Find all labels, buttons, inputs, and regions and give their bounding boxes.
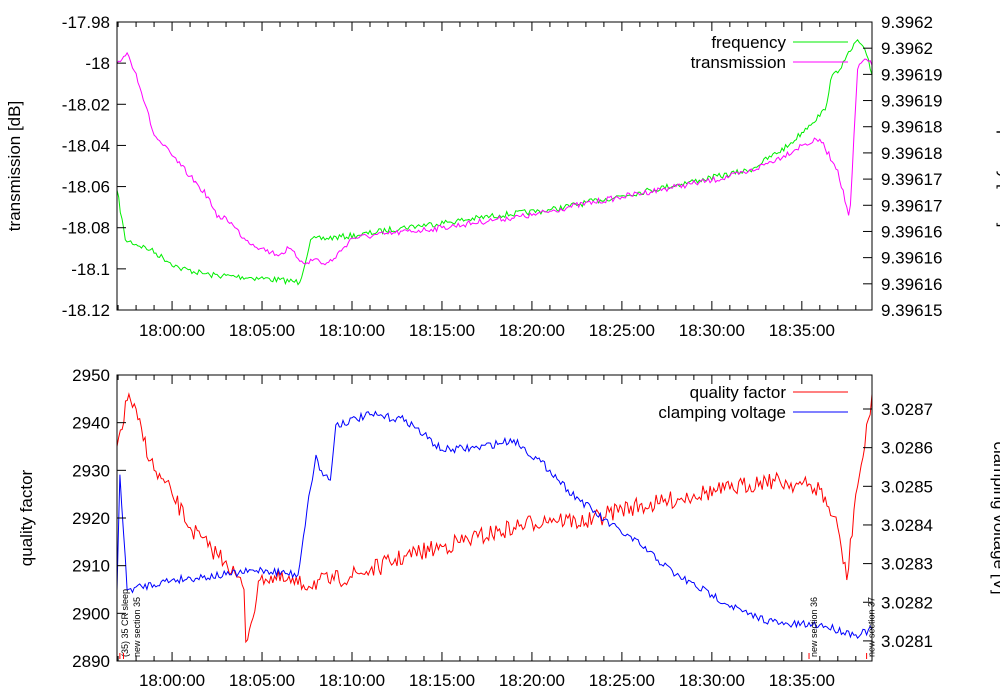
y-tick-label: -18.06 [62,178,110,197]
y2-tick-label: 9.3962 [881,13,933,32]
y2-tick-label: 9.3962 [881,39,933,58]
y2-tick-label: 3.0283 [881,555,933,574]
annotation-label: new section 36 [809,597,819,657]
y-tick-label: -18.04 [62,136,110,155]
x-tick-label: 18:35:00 [769,321,835,340]
y2-tick-label: 9.39617 [881,170,942,189]
y-tick-label: -18 [85,54,110,73]
y-tick-label: 2900 [72,604,110,623]
series-line-quality-factor [116,392,873,644]
y2-tick-label: 9.39615 [881,301,942,320]
plot-frame [116,21,873,311]
series-line-transmission [116,51,873,266]
y-tick-label: 2940 [72,414,110,433]
y-tick-label: 2920 [72,509,110,528]
x-tick-label: 18:25:00 [589,321,655,340]
x-tick-label: 18:10:00 [319,671,385,690]
legend-label: frequency [711,33,786,52]
x-tick-label: 18:25:00 [589,671,655,690]
series-line-clamping-voltage [116,410,873,639]
y2-tick-label: 3.0285 [881,477,933,496]
y2-tick-label: 9.39619 [881,92,942,111]
y-tick-label: -18.08 [62,219,110,238]
legend-label: clamping voltage [658,403,786,422]
y2-tick-label: 3.0287 [881,400,933,419]
y-axis-label: transmission [dB] [5,101,24,231]
y2-tick-label: 9.39618 [881,118,942,137]
y-tick-label: 2930 [72,461,110,480]
x-tick-label: 18:15:00 [409,671,475,690]
y2-tick-label: 3.0284 [881,516,933,535]
y-tick-label: 2890 [72,652,110,671]
plot-2: 18:00:00 18:05:00 18:10:00 18:15:00 18:20:00… [17,366,1000,690]
plot-1: 18:00:00 18:05:00 18:10:00 18:15:00 18:20:00… [5,13,1000,340]
annotation-label: new section 35 [132,597,142,657]
x-tick-label: 18:20:00 [499,671,565,690]
y2-tick-label: 9.39616 [881,222,942,241]
y-tick-label: -18.1 [71,260,110,279]
y-axis-label: quality factor [17,469,36,566]
y-tick-label: -17.98 [62,13,110,32]
y2-tick-label: 9.39618 [881,144,942,163]
legend-label: quality factor [690,383,787,402]
y2-tick-label: 3.0282 [881,593,933,612]
y-tick-label: 2910 [72,557,110,576]
y2-tick-label: 9.39619 [881,65,942,84]
legend-label: transmission [691,53,786,72]
y-tick-label: -18.12 [62,301,110,320]
y2-axis-label: frequency [GHz] [996,105,1000,228]
x-tick-label: 18:20:00 [499,321,565,340]
y-tick-label: 2950 [72,366,110,385]
x-tick-label: 18:05:00 [229,321,295,340]
x-tick-label: 18:35:00 [769,671,835,690]
x-tick-label: 18:30:00 [679,321,745,340]
y2-tick-label: 9.39616 [881,275,942,294]
x-tick-label: 18:00:00 [139,321,205,340]
y2-tick-label: 3.0281 [881,632,933,651]
x-tick-label: 18:15:00 [409,321,475,340]
y2-tick-label: 9.39617 [881,196,942,215]
y2-tick-label: 3.0286 [881,439,933,458]
x-tick-label: 18:10:00 [319,321,385,340]
series-line-frequency [116,38,873,286]
y2-axis-label: clamping voltage [V] [990,441,1000,594]
y-tick-label: -18.02 [62,95,110,114]
x-tick-label: 18:00:00 [139,671,205,690]
x-tick-label: 18:05:00 [229,671,295,690]
annotation-label: (35) 35 CR sleep [120,589,130,657]
y2-tick-label: 9.39616 [881,249,942,268]
x-tick-label: 18:30:00 [679,671,745,690]
annotation-label: new section 37 [867,597,877,657]
